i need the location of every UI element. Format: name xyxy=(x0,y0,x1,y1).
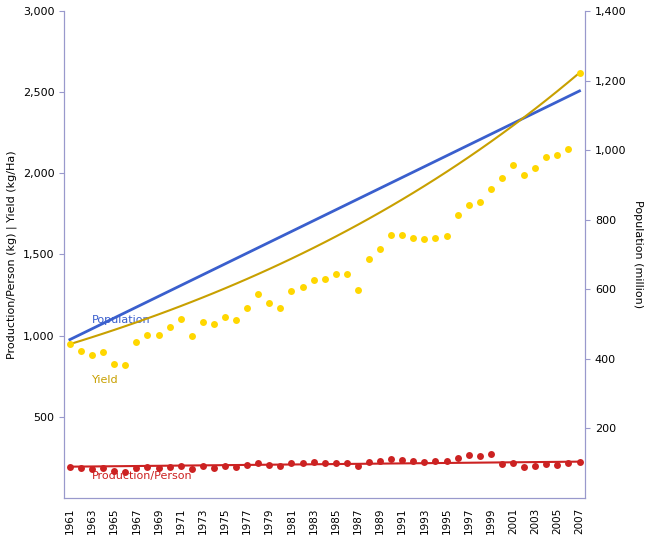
Point xyxy=(253,290,263,299)
Point xyxy=(297,283,307,292)
Point xyxy=(474,451,485,460)
Point xyxy=(486,450,496,458)
Point xyxy=(131,464,142,472)
Point xyxy=(474,198,485,207)
Point xyxy=(220,313,230,322)
Point xyxy=(209,320,219,328)
Point xyxy=(463,451,474,460)
Point xyxy=(408,234,419,243)
Point xyxy=(264,299,274,308)
Point xyxy=(198,318,208,326)
Point xyxy=(275,461,285,470)
Point xyxy=(176,461,186,470)
Point xyxy=(519,170,529,179)
Point xyxy=(120,361,131,370)
Point xyxy=(386,455,396,464)
Point xyxy=(65,463,75,471)
Point xyxy=(552,460,562,469)
Point xyxy=(153,463,164,472)
Point xyxy=(131,337,142,346)
Point xyxy=(142,331,153,339)
Point xyxy=(364,458,374,466)
Point xyxy=(463,201,474,210)
Point xyxy=(65,340,75,348)
Point xyxy=(187,332,197,340)
Point xyxy=(508,161,518,169)
Point xyxy=(452,211,463,220)
Point xyxy=(519,462,529,471)
Point xyxy=(508,459,518,468)
Point xyxy=(109,467,120,476)
Point xyxy=(375,245,385,253)
Point xyxy=(87,351,98,359)
Point xyxy=(342,270,352,279)
Point xyxy=(142,463,153,472)
Point xyxy=(486,184,496,193)
Point xyxy=(563,144,573,153)
Point xyxy=(441,232,452,241)
Point xyxy=(297,459,307,468)
Point xyxy=(530,461,540,470)
Point xyxy=(242,461,252,470)
Point xyxy=(87,465,98,473)
Point xyxy=(231,463,241,471)
Point xyxy=(109,360,120,368)
Point xyxy=(353,286,363,294)
Point xyxy=(209,463,219,472)
Point xyxy=(76,347,86,355)
Point xyxy=(497,174,507,183)
Point xyxy=(286,459,296,468)
Point xyxy=(264,460,274,469)
Point xyxy=(419,457,430,466)
Point xyxy=(242,304,252,312)
Point xyxy=(164,323,175,332)
Point xyxy=(408,457,419,465)
Point xyxy=(120,468,131,477)
Point xyxy=(153,331,164,339)
Y-axis label: Production/Person (kg) | Yield (kg/Ha): Production/Person (kg) | Yield (kg/Ha) xyxy=(7,150,18,359)
Point xyxy=(563,459,573,468)
Point xyxy=(342,459,352,467)
Point xyxy=(331,269,341,278)
Point xyxy=(320,275,330,283)
Point xyxy=(375,457,385,465)
Point xyxy=(397,231,408,240)
Text: Production/Person: Production/Person xyxy=(92,471,192,481)
Point xyxy=(353,461,363,470)
Point xyxy=(98,347,109,356)
Point xyxy=(253,459,263,467)
Point xyxy=(541,153,551,161)
Point xyxy=(76,464,86,472)
Point xyxy=(320,459,330,467)
Point xyxy=(176,315,186,324)
Point xyxy=(164,463,175,471)
Point xyxy=(220,461,230,470)
Point xyxy=(364,255,374,263)
Point xyxy=(198,462,208,471)
Point xyxy=(308,276,318,285)
Text: Population: Population xyxy=(92,314,151,325)
Point xyxy=(187,465,197,473)
Point xyxy=(541,460,551,469)
Point xyxy=(497,460,507,469)
Point xyxy=(575,69,585,77)
Point xyxy=(552,151,562,160)
Text: Yield: Yield xyxy=(92,374,119,385)
Point xyxy=(331,458,341,467)
Point xyxy=(430,457,441,465)
Point xyxy=(419,235,430,244)
Point xyxy=(530,164,540,173)
Y-axis label: Population (million): Population (million) xyxy=(633,200,643,308)
Point xyxy=(308,458,318,467)
Point xyxy=(430,234,441,242)
Point xyxy=(231,315,241,324)
Point xyxy=(441,457,452,465)
Point xyxy=(397,456,408,465)
Point xyxy=(275,304,285,313)
Point xyxy=(386,230,396,239)
Point xyxy=(286,287,296,296)
Point xyxy=(98,464,109,473)
Point xyxy=(575,457,585,466)
Point xyxy=(452,453,463,462)
